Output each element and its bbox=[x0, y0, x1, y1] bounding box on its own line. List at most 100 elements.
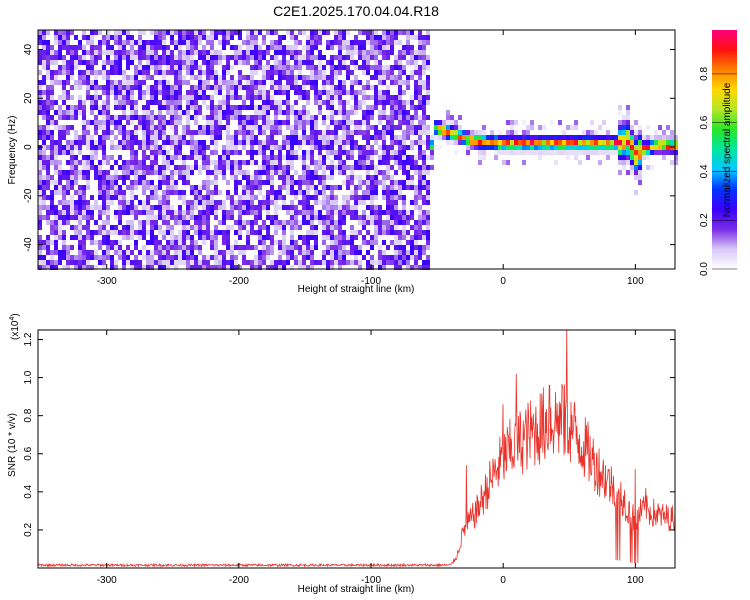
heatmap-cell-1798 bbox=[234, 110, 238, 115]
heatmap-cell-1630 bbox=[214, 140, 218, 145]
heatmap-cell-1572 bbox=[206, 230, 210, 235]
heatmap-cell-779 bbox=[122, 200, 126, 205]
heatmap-cell-289 bbox=[66, 205, 70, 210]
heatmap-cell-2071 bbox=[266, 30, 270, 35]
heatmap-cell-1474 bbox=[198, 70, 202, 75]
heatmap-cell-540 bbox=[98, 40, 102, 45]
heatmap-cell-3777 bbox=[602, 140, 606, 145]
heatmap-cell-1031 bbox=[150, 185, 154, 190]
heatmap-cell-1711 bbox=[222, 230, 226, 235]
heatmap-cell-2996 bbox=[370, 40, 374, 45]
heatmap-cell-1285 bbox=[178, 55, 182, 60]
heatmap-cell-1254 bbox=[174, 105, 178, 110]
heatmap-cell-86 bbox=[46, 70, 50, 75]
heatmap-cell-2574 bbox=[322, 65, 326, 70]
heatmap-cell-2222 bbox=[282, 65, 286, 70]
heatmap-cell-3719 bbox=[562, 130, 566, 135]
heatmap-cell-228 bbox=[62, 45, 66, 50]
heatmap-cell-2246 bbox=[282, 240, 286, 245]
heatmap-cell-596 bbox=[102, 185, 106, 190]
heatmap-cell-985 bbox=[146, 135, 150, 140]
heatmap-cell-3779 bbox=[602, 150, 606, 155]
heatmap-cell-2300 bbox=[290, 130, 294, 135]
heatmap-cell-2387 bbox=[298, 245, 302, 250]
heatmap-cell-688 bbox=[114, 80, 118, 85]
heatmap-cell-3634 bbox=[498, 140, 502, 145]
heatmap-cell-1382 bbox=[186, 210, 190, 215]
heatmap-cell-1942 bbox=[250, 135, 254, 140]
heatmap-cell-448 bbox=[86, 95, 90, 100]
heatmap-cell-2606 bbox=[322, 260, 326, 265]
heatmap-cell-3893 bbox=[662, 140, 666, 145]
heatmap-cell-2292 bbox=[290, 65, 294, 70]
heatmap-cell-2214 bbox=[278, 255, 282, 260]
heatmap-cell-2134 bbox=[270, 190, 274, 195]
heatmap-cell-296 bbox=[66, 260, 70, 265]
heatmap-cell-312 bbox=[70, 140, 74, 145]
heatmap-cell-1352 bbox=[182, 250, 186, 255]
heatmap-cell-1058 bbox=[154, 95, 158, 100]
heatmap-cell-601 bbox=[102, 210, 106, 215]
heatmap-cell-3538 bbox=[426, 225, 430, 230]
heatmap-cell-1833 bbox=[238, 110, 242, 115]
heatmap-cell-2636 bbox=[326, 235, 330, 240]
heatmap-cell-3029 bbox=[370, 265, 374, 270]
heatmap-cell-1428 bbox=[190, 255, 194, 260]
heatmap-cell-846 bbox=[130, 160, 134, 165]
heatmap-cell-3186 bbox=[390, 105, 394, 110]
heatmap-cell-1394 bbox=[190, 35, 194, 40]
heatmap-cell-3562 bbox=[442, 120, 446, 125]
heatmap-cell-3899 bbox=[666, 140, 670, 145]
heatmap-cell-1941 bbox=[250, 130, 254, 135]
heatmap-cell-394 bbox=[78, 240, 82, 245]
heatmap-cell-2522 bbox=[314, 130, 318, 135]
heatmap-cell-2962 bbox=[366, 65, 370, 70]
heatmap-cell-2419 bbox=[302, 210, 306, 215]
heatmap-cell-3731 bbox=[570, 135, 574, 140]
heatmap-cell-424 bbox=[82, 190, 86, 195]
heatmap-cell-2613 bbox=[326, 90, 330, 95]
heatmap-cell-110 bbox=[46, 215, 50, 220]
heatmap-cell-3390 bbox=[410, 245, 414, 250]
heatmap-cell-436 bbox=[82, 260, 86, 265]
heatmap-cell-2068 bbox=[262, 250, 266, 255]
heatmap-cell-2314 bbox=[290, 210, 294, 215]
heatmap-cell-3576 bbox=[450, 130, 454, 135]
heatmap-cell-3436 bbox=[418, 70, 422, 75]
heatmap-cell-2322 bbox=[290, 250, 294, 255]
heatmap-cell-1265 bbox=[174, 165, 178, 170]
heatmap-cell-3675 bbox=[526, 135, 530, 140]
heatmap-cell-111 bbox=[46, 220, 50, 225]
heatmap-cell-3003 bbox=[370, 95, 374, 100]
heatmap-cell-3123 bbox=[382, 170, 386, 175]
heatmap-cell-695 bbox=[114, 120, 118, 125]
heatmap-cell-3874 bbox=[646, 155, 650, 160]
heatmap-cell-2696 bbox=[334, 130, 338, 135]
heatmap-cell-1080 bbox=[154, 245, 158, 250]
heatmap-cell-1497 bbox=[198, 225, 202, 230]
heatmap-cell-589 bbox=[102, 145, 106, 150]
heatmap-cell-679 bbox=[110, 265, 114, 270]
heatmap-cell-3193 bbox=[390, 140, 394, 145]
heatmap-cell-3085 bbox=[378, 160, 382, 165]
heatmap-cell-1505 bbox=[202, 35, 206, 40]
heatmap-cell-3882 bbox=[654, 135, 658, 140]
heatmap-cell-2392 bbox=[302, 45, 306, 50]
heatmap-cell-3066 bbox=[378, 35, 382, 40]
heatmap-cell-206 bbox=[58, 145, 62, 150]
heatmap-cell-2693 bbox=[334, 110, 338, 115]
heatmap-cell-2525 bbox=[314, 145, 318, 150]
heatmap-cell-539 bbox=[98, 30, 102, 35]
heatmap-cell-1366 bbox=[186, 95, 190, 100]
heatmap-cell-2524 bbox=[314, 140, 318, 145]
heatmap-cell-3661 bbox=[514, 150, 518, 155]
heatmap-cell-3535 bbox=[426, 210, 430, 215]
heatmap-cell-3005 bbox=[370, 110, 374, 115]
heatmap-cell-1640 bbox=[214, 200, 218, 205]
heatmap-cell-400 bbox=[82, 30, 86, 35]
heatmap-cell-2118 bbox=[270, 100, 274, 105]
heatmap-cell-1722 bbox=[226, 60, 230, 65]
heatmap-cell-1130 bbox=[162, 75, 166, 80]
heatmap-cell-256 bbox=[62, 235, 66, 240]
heatmap-cell-2135 bbox=[270, 195, 274, 200]
